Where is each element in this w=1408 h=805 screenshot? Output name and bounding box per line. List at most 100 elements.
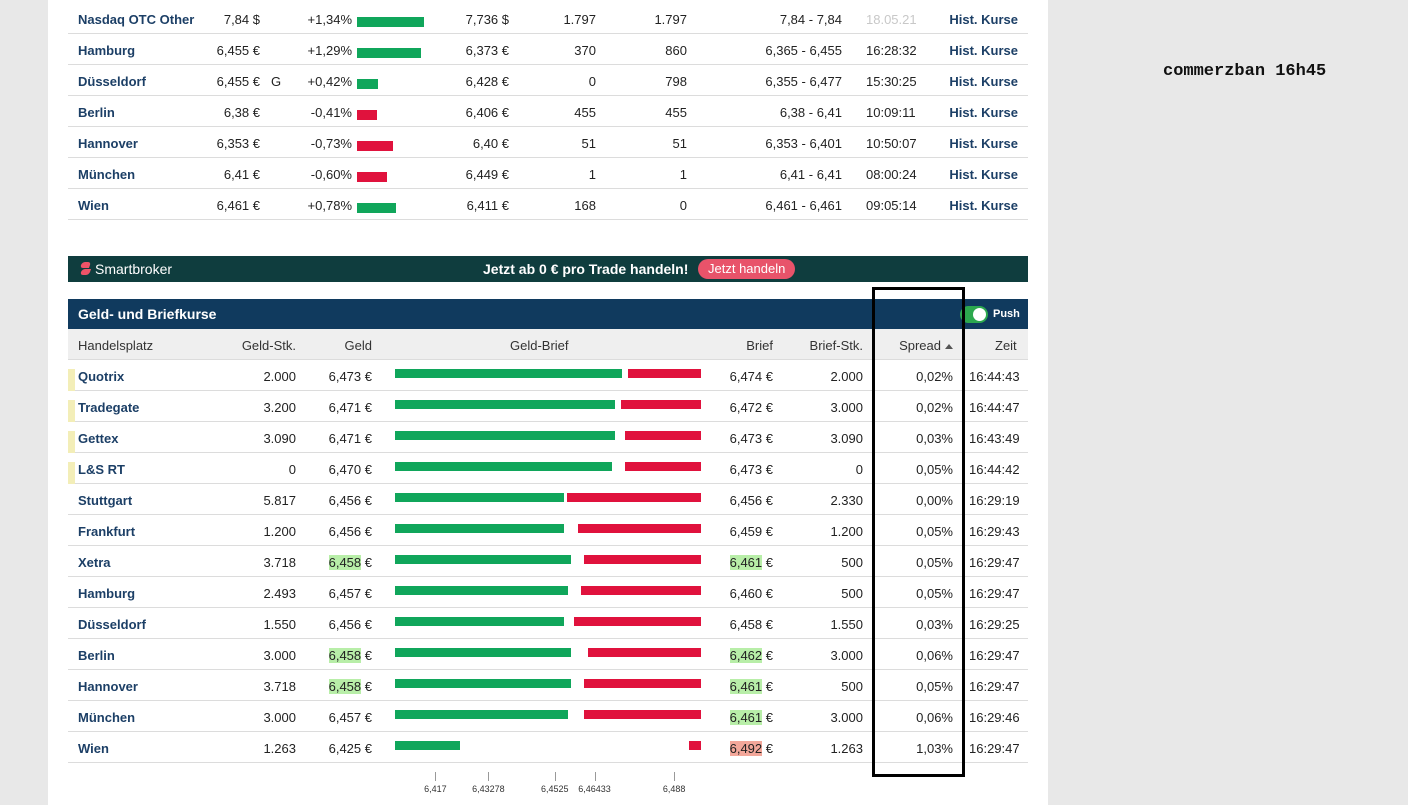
exchange-link[interactable]: Hamburg bbox=[78, 586, 136, 601]
volume-total: 455 bbox=[665, 105, 687, 120]
exchange-link[interactable]: Berlin bbox=[78, 648, 115, 663]
previous-close: 6,40 € bbox=[472, 136, 509, 151]
exchange-link[interactable]: L&S RT bbox=[78, 462, 125, 477]
col-spread[interactable]: Spread bbox=[899, 338, 953, 353]
smartbroker-brand: Smartbroker bbox=[95, 261, 173, 277]
geld-bar bbox=[395, 741, 461, 750]
day-range: 7,84 - 7,84 bbox=[779, 12, 842, 27]
quote-time: 16:29:47 bbox=[969, 648, 1020, 663]
hist-kurse-link[interactable]: Hist. Kurse bbox=[949, 43, 1018, 58]
axis-tick-label: 6,43278 bbox=[472, 784, 505, 794]
section-title: Geld- und Briefkurse bbox=[78, 306, 217, 322]
exchange-link[interactable]: München bbox=[78, 167, 136, 182]
spread-value: 0,05% bbox=[916, 679, 953, 694]
exchange-link[interactable]: Berlin bbox=[78, 105, 115, 120]
geld-stk: 3.200 bbox=[263, 400, 296, 415]
col-zeit[interactable]: Zeit bbox=[995, 338, 1017, 353]
axis-tick bbox=[488, 772, 490, 781]
hist-kurse-link[interactable]: Hist. Kurse bbox=[949, 198, 1018, 213]
brief-bar bbox=[584, 679, 701, 688]
spread-value: 0,06% bbox=[916, 710, 953, 725]
brief-value: 6,459 bbox=[729, 524, 763, 539]
geld-value: 6,471 bbox=[328, 431, 362, 446]
brief-value: 6,474 bbox=[729, 369, 763, 384]
brief-price: 6,458 € bbox=[729, 617, 773, 632]
change-percent: +0,42% bbox=[307, 74, 352, 89]
last-price: 6,38 € bbox=[223, 105, 260, 120]
smartbroker-banner[interactable]: Smartbroker Jetzt ab 0 € pro Trade hande… bbox=[68, 256, 1028, 282]
col-brief-stk[interactable]: Brief-Stk. bbox=[809, 338, 863, 353]
exchange-link[interactable]: München bbox=[78, 710, 136, 725]
exchange-link[interactable]: Hamburg bbox=[78, 43, 136, 58]
brief-stk: 3.090 bbox=[830, 431, 863, 446]
geld-stk: 3.090 bbox=[263, 431, 296, 446]
geld-stk: 1.550 bbox=[263, 617, 296, 632]
exchange-link[interactable]: Düsseldorf bbox=[78, 617, 146, 632]
quote-time: 16:44:43 bbox=[969, 369, 1020, 384]
col-geld-stk[interactable]: Geld-Stk. bbox=[241, 338, 296, 353]
axis-tick bbox=[435, 772, 437, 781]
brief-price: 6,474 € bbox=[729, 369, 773, 384]
col-handelsplatz[interactable]: Handelsplatz bbox=[78, 338, 154, 353]
quote-time: 16:29:47 bbox=[969, 741, 1020, 756]
table-row: Düsseldorf 1.550 6,456 € 6,458 € 1.550 0,03% 1… bbox=[68, 608, 1028, 639]
table-row: Tradegate 3.200 6,471 € 6,472 € 3.000 0,02% 16… bbox=[68, 391, 1028, 422]
quote-time: 15:30:25 bbox=[866, 74, 917, 89]
volume-shares: 370 bbox=[574, 43, 596, 58]
brief-value: 6,492 bbox=[729, 741, 763, 756]
geld-stk: 3.718 bbox=[263, 555, 296, 570]
annotation-note: commerzban 16h45 bbox=[1163, 62, 1327, 81]
quote-time: 16:29:47 bbox=[969, 586, 1020, 601]
exchange-link[interactable]: Tradegate bbox=[78, 400, 140, 415]
exchange-link[interactable]: Hannover bbox=[78, 679, 138, 694]
push-toggle[interactable] bbox=[960, 306, 988, 323]
axis-tick-label: 6,4525 bbox=[540, 784, 569, 794]
exchange-link[interactable]: Stuttgart bbox=[78, 493, 133, 508]
brief-bar bbox=[584, 710, 701, 719]
previous-close: 6,373 € bbox=[465, 43, 509, 58]
hist-kurse-link[interactable]: Hist. Kurse bbox=[949, 136, 1018, 151]
spread-value: 0,02% bbox=[916, 369, 953, 384]
exchange-link[interactable]: Hannover bbox=[78, 136, 138, 151]
brief-price: 6,461 € bbox=[729, 710, 773, 725]
hist-kurse-link[interactable]: Hist. Kurse bbox=[949, 105, 1018, 120]
hist-kurse-link[interactable]: Hist. Kurse bbox=[949, 167, 1018, 182]
col-brief[interactable]: Brief bbox=[746, 338, 773, 353]
exchange-link[interactable]: Frankfurt bbox=[78, 524, 136, 539]
exchange-link[interactable]: Xetra bbox=[78, 555, 111, 570]
geld-stk: 1.263 bbox=[263, 741, 296, 756]
brief-bar bbox=[624, 431, 701, 440]
change-bar bbox=[357, 79, 378, 89]
exchange-link[interactable]: Wien bbox=[78, 198, 109, 213]
geld-price: 6,458 € bbox=[328, 679, 372, 694]
exchange-link[interactable]: Nasdaq OTC Other bbox=[78, 12, 195, 27]
axis-tick bbox=[594, 772, 596, 781]
geld-bar bbox=[395, 710, 568, 719]
hist-kurse-link[interactable]: Hist. Kurse bbox=[949, 12, 1018, 27]
last-price: 7,84 $ bbox=[223, 12, 260, 27]
day-range: 6,355 - 6,477 bbox=[765, 74, 842, 89]
geld-price: 6,456 € bbox=[328, 493, 372, 508]
volume-shares: 0 bbox=[588, 74, 596, 89]
geld-value: 6,456 bbox=[328, 493, 362, 508]
geld-price: 6,473 € bbox=[328, 369, 372, 384]
exchange-link[interactable]: Düsseldorf bbox=[78, 74, 146, 89]
brief-bar bbox=[587, 648, 701, 657]
exchange-link[interactable]: Quotrix bbox=[78, 369, 125, 384]
volume-total: 798 bbox=[665, 74, 687, 89]
quote-time: 10:09:11 bbox=[866, 105, 916, 120]
smartbroker-logo: Smartbroker bbox=[80, 261, 172, 277]
jetzt-handeln-button[interactable]: Jetzt handeln bbox=[698, 259, 796, 279]
spread-value: 0,05% bbox=[916, 462, 953, 477]
brief-value: 6,458 bbox=[729, 617, 763, 632]
col-geld[interactable]: Geld bbox=[344, 338, 372, 353]
sort-ascending-icon bbox=[945, 344, 953, 349]
brief-stk: 3.000 bbox=[830, 400, 863, 415]
previous-close: 7,736 $ bbox=[465, 12, 509, 27]
geld-stk: 2.000 bbox=[263, 369, 296, 384]
hist-kurse-link[interactable]: Hist. Kurse bbox=[949, 74, 1018, 89]
exchange-link[interactable]: Gettex bbox=[78, 431, 119, 446]
last-price: 6,353 € bbox=[216, 136, 260, 151]
volume-total: 51 bbox=[672, 136, 687, 151]
exchange-link[interactable]: Wien bbox=[78, 741, 109, 756]
